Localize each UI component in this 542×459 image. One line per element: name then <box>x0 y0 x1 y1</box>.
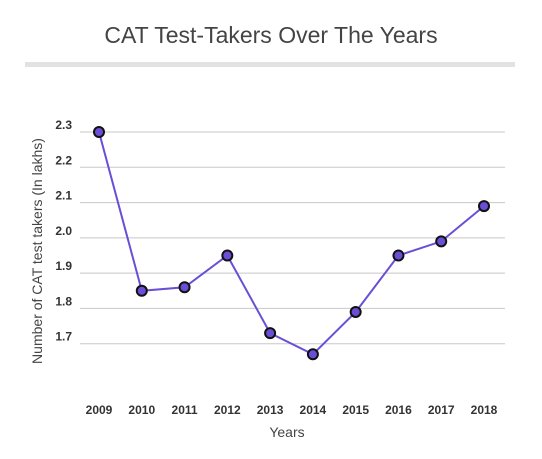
y-axis-label: Number of CAT test takers (In lakhs) <box>29 138 45 364</box>
title-divider <box>25 62 515 67</box>
y-tick-label: 1.7 <box>55 330 72 344</box>
x-axis-ticks: 2009 2010 2011 2012 2013 2014 2015 2016 2017 2018 <box>86 403 498 417</box>
series-points <box>93 126 490 361</box>
y-tick-label: 2.3 <box>55 118 72 132</box>
x-tick-label: 2015 <box>342 403 369 417</box>
data-point <box>135 284 148 297</box>
y-tick-label: 1.8 <box>55 294 72 308</box>
x-tick-label: 2014 <box>300 403 327 417</box>
x-tick-label: 2010 <box>128 403 155 417</box>
data-point <box>178 281 191 294</box>
x-tick-label: 2012 <box>214 403 241 417</box>
x-axis-label: Years <box>269 424 304 440</box>
data-point <box>392 249 405 262</box>
y-tick-label: 2.1 <box>55 189 72 203</box>
x-tick-label: 2013 <box>257 403 284 417</box>
x-tick-label: 2017 <box>428 403 455 417</box>
series-line <box>98 131 485 356</box>
y-tick-label: 1.9 <box>55 259 72 273</box>
x-tick-label: 2011 <box>172 403 198 417</box>
data-point <box>264 327 277 340</box>
data-point <box>93 126 105 138</box>
data-point <box>478 200 490 213</box>
data-point <box>221 249 234 262</box>
y-tick-label: 2.2 <box>55 153 72 167</box>
x-tick-label: 2009 <box>86 403 113 417</box>
chart-title: CAT Test-Takers Over The Years <box>104 22 438 48</box>
y-axis-ticks: 1.7 1.8 1.9 2.0 2.1 2.2 2.3 <box>55 118 72 344</box>
data-point <box>349 305 362 318</box>
y-tick-label: 2.0 <box>55 224 72 238</box>
data-point <box>306 348 319 361</box>
x-tick-label: 2016 <box>385 403 412 417</box>
gridlines <box>80 131 505 345</box>
x-tick-label: 2018 <box>471 403 498 417</box>
data-point <box>435 235 448 248</box>
